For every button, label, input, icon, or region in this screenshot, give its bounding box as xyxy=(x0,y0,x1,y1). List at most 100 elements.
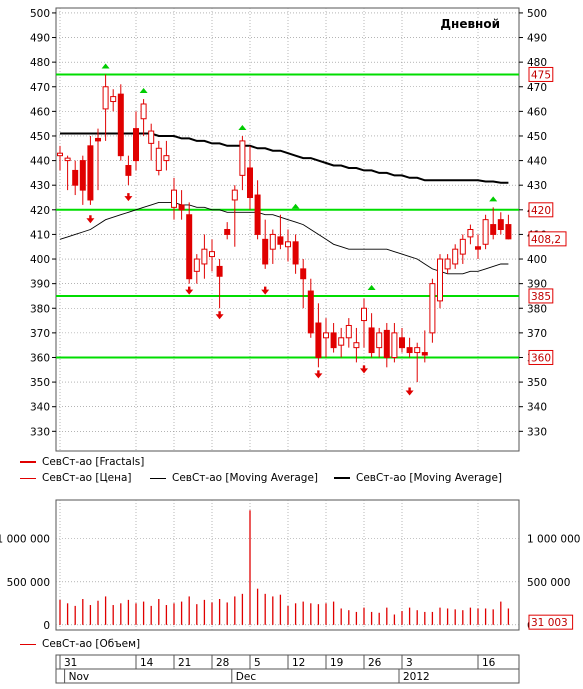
tick-label: 330 xyxy=(30,426,50,438)
candle-body xyxy=(277,236,284,245)
candle-body xyxy=(239,140,246,176)
fractal-down-marker xyxy=(124,193,133,202)
legend-swatch xyxy=(334,477,350,479)
fractal-down-marker xyxy=(360,365,368,374)
legend-label: СевСт-ао [Moving Average] xyxy=(172,472,318,484)
candle-body xyxy=(57,152,63,157)
tick-label: 380 xyxy=(30,303,50,315)
last-price-label: 408,2 xyxy=(531,234,561,246)
tick-label: 340 xyxy=(527,402,547,414)
tick-label: 430 xyxy=(527,180,547,192)
tick-label: 1 000 000 xyxy=(0,534,50,546)
tick-label: 0 xyxy=(43,620,50,632)
candle-body xyxy=(140,103,147,120)
fractal-down-marker xyxy=(86,215,95,224)
candle-body xyxy=(315,322,322,358)
candle-body xyxy=(231,189,238,201)
tick-label: 370 xyxy=(527,328,547,340)
tick-label: 480 xyxy=(30,57,50,69)
candle-body xyxy=(87,145,94,201)
tick-label: 330 xyxy=(527,426,547,438)
day-label: 3 xyxy=(406,657,413,669)
candle-body xyxy=(292,241,299,265)
candle-body xyxy=(262,238,269,265)
candle-body xyxy=(117,93,124,157)
tick-label: 450 xyxy=(527,131,547,143)
candle-body xyxy=(72,169,79,186)
month-label: Nov xyxy=(69,671,90,683)
candle-body xyxy=(361,307,367,322)
legend-label: СевСт-ао [Fractals] xyxy=(42,456,145,468)
fractal-up-marker xyxy=(139,88,148,94)
candle-body xyxy=(429,283,436,334)
day-label: 14 xyxy=(140,657,154,669)
candle-body xyxy=(338,337,345,346)
day-label: 21 xyxy=(178,657,191,669)
candle-body xyxy=(421,352,428,356)
candle-body xyxy=(64,157,71,162)
fractal-down-marker xyxy=(215,311,224,320)
tick-label: 460 xyxy=(30,106,50,118)
candle-body xyxy=(475,246,481,250)
candle-body xyxy=(345,324,352,339)
candle-body xyxy=(269,233,276,250)
candle-body xyxy=(224,229,231,235)
tick-label: 440 xyxy=(527,156,547,168)
candle-body xyxy=(285,241,291,248)
candle-body xyxy=(148,130,155,144)
tick-label: 350 xyxy=(527,377,547,389)
tick-label: 480 xyxy=(527,57,547,69)
fractal-up-marker xyxy=(367,284,376,290)
fractal-markers xyxy=(86,63,498,396)
fractal-up-marker xyxy=(291,203,300,209)
tick-label: 1 000 000 xyxy=(527,534,580,546)
legend-ma-thin: СевСт-ао [Moving Average] xyxy=(150,472,318,484)
tick-label: 380 xyxy=(527,303,547,315)
month-label: 2012 xyxy=(403,671,430,683)
tick-label: 500 000 xyxy=(7,577,50,589)
candle-body xyxy=(406,347,413,354)
candle-body xyxy=(193,258,200,272)
tick-label: 420 xyxy=(30,205,50,217)
day-label: 5 xyxy=(254,657,261,669)
chart-title: Дневной xyxy=(440,17,500,31)
candle-body xyxy=(467,229,474,238)
tick-label: 360 xyxy=(30,352,50,364)
level-label: 360 xyxy=(531,352,551,364)
day-label: 16 xyxy=(482,657,496,669)
tick-label: 390 xyxy=(30,279,50,291)
candle-body xyxy=(186,214,193,280)
candle-body xyxy=(79,160,86,191)
volume-bars xyxy=(59,510,510,625)
level-label: 420 xyxy=(531,205,551,217)
candle-body xyxy=(490,224,497,235)
candle-body xyxy=(391,332,398,358)
candle-body xyxy=(95,137,101,142)
candle-body xyxy=(414,347,421,354)
candle-body xyxy=(133,128,139,162)
tick-label: 490 xyxy=(527,33,547,45)
candle-body xyxy=(209,251,215,258)
candlestick-series xyxy=(57,74,512,383)
candle-body xyxy=(497,219,504,230)
time-axis-labels: 31 14 21 28 5 12 19 26 3 16 Nov Dec 2012 xyxy=(59,655,496,683)
legend-price-series: СевСт-ао [Цена] xyxy=(20,472,132,484)
tick-label: 500 xyxy=(527,8,547,20)
candle-body xyxy=(163,155,170,162)
candle-body xyxy=(444,258,451,270)
tick-label: 400 xyxy=(527,254,547,266)
legend-label: СевСт-ао [Объем] xyxy=(42,638,141,650)
fractal-down-marker xyxy=(185,286,194,295)
legend-label: СевСт-ао [Moving Average] xyxy=(356,472,502,484)
candle-body xyxy=(300,268,307,280)
tick-label: 490 xyxy=(30,33,50,45)
last-volume-label: 31 003 xyxy=(531,617,568,629)
level-label-box xyxy=(528,288,554,304)
candle-body xyxy=(353,342,360,349)
candle-body xyxy=(216,265,223,277)
fractal-down-marker xyxy=(314,370,323,379)
candle-body xyxy=(307,290,314,334)
